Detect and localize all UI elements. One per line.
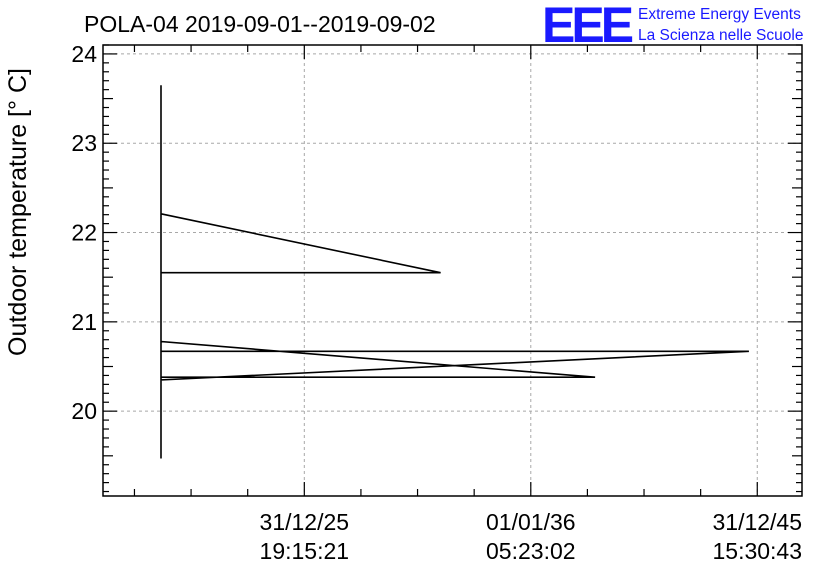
logo-mark: EEE xyxy=(542,0,633,53)
y-tick-label: 21 xyxy=(71,309,97,335)
x-tick-time-label: 05:23:02 xyxy=(486,538,576,564)
y-axis-label: Outdoor temperature [° C] xyxy=(4,68,32,356)
tick-labels: 20 21 22 23 24 31/12/25 19:15:21 01/01/36 05:23:… xyxy=(71,41,802,564)
grid xyxy=(103,45,802,496)
logo-line-2: La Scienza nelle Scuole xyxy=(638,27,803,44)
series-layer xyxy=(160,85,749,459)
x-tick-time-label: 19:15:21 xyxy=(260,538,350,564)
x-tick-date-label: 01/01/36 xyxy=(486,509,576,535)
eee-logo: EEE Extreme Energy Events La Scienza nel… xyxy=(542,0,803,53)
x-tick-date-label: 31/12/45 xyxy=(712,509,802,535)
chart-title: POLA-04 2019-09-01--2019-09-02 xyxy=(84,11,436,37)
y-tick-label: 24 xyxy=(71,41,97,67)
y-tick-label: 23 xyxy=(71,130,97,156)
x-tick-time-label: 15:30:43 xyxy=(712,538,802,564)
plot-frame xyxy=(102,44,803,497)
y-tick-label: 22 xyxy=(71,220,97,246)
axis-ticks xyxy=(103,44,802,496)
y-tick-label: 20 xyxy=(71,398,97,424)
logo-line-1: Extreme Energy Events xyxy=(638,6,801,23)
series-line xyxy=(160,85,749,459)
x-tick-date-label: 31/12/25 xyxy=(260,509,350,535)
